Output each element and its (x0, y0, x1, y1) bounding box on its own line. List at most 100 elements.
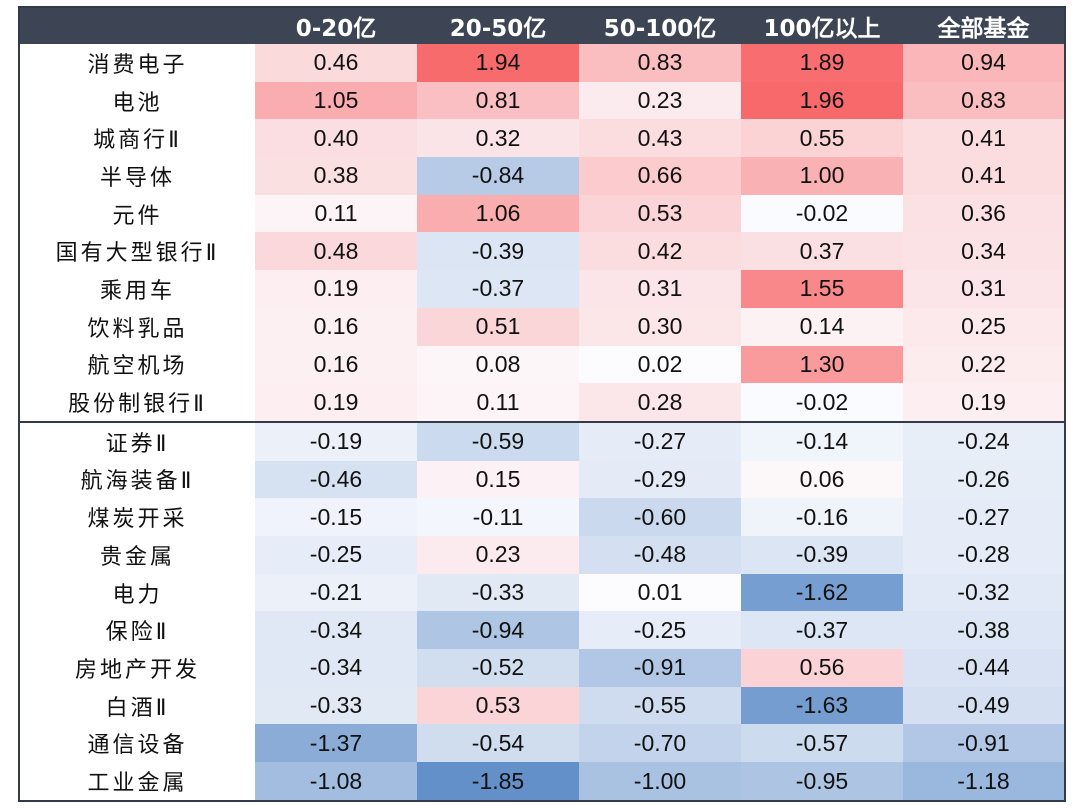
heatmap-cell: 0.34 (903, 232, 1065, 271)
heatmap-cell: -1.37 (255, 724, 417, 763)
row-label: 电池 (19, 81, 255, 120)
heatmap-cell: 0.41 (903, 157, 1065, 195)
heatmap-cell: -1.85 (417, 762, 579, 801)
heatmap-cell: -0.49 (903, 686, 1065, 725)
heatmap-body: 消费电子 0.46 1.94 0.83 1.89 0.94 电池 1.05 0.81 0.23 1.… (19, 44, 1065, 801)
heatmap-cell: -0.28 (903, 535, 1065, 574)
row-label: 航海装备Ⅱ (19, 460, 255, 499)
heatmap-cell: 0.55 (741, 119, 903, 158)
heatmap-cell: -0.91 (903, 724, 1065, 763)
table-row: 通信设备 -1.37 -0.54 -0.70 -0.57 -0.91 (19, 724, 1065, 763)
heatmap-cell: -0.27 (579, 420, 741, 461)
heatmap-cell: -0.19 (255, 420, 417, 461)
table-row: 工业金属 -1.08 -1.85 -1.00 -0.95 -1.18 (19, 762, 1065, 801)
heatmap-cell: 1.00 (741, 157, 903, 195)
row-label: 乘用车 (19, 270, 255, 308)
table-row: 股份制银行Ⅱ 0.19 0.11 0.28 -0.02 0.19 (19, 383, 1065, 422)
row-label: 房地产开发 (19, 649, 255, 687)
heatmap-cell: 0.56 (741, 649, 903, 687)
table-row: 白酒Ⅱ -0.33 0.53 -0.55 -1.63 -0.49 (19, 686, 1065, 725)
heatmap-cell: 0.02 (579, 345, 741, 384)
heatmap-cell: 0.94 (903, 44, 1065, 82)
heatmap-cell: -0.32 (903, 573, 1065, 612)
column-header: 50-100亿 (579, 7, 741, 44)
heatmap-cell: 0.19 (255, 270, 417, 308)
table-row: 航海装备Ⅱ -0.46 0.15 -0.29 0.06 -0.26 (19, 460, 1065, 499)
heatmap-cell: -0.91 (579, 649, 741, 687)
heatmap-cell: 0.01 (579, 573, 741, 612)
header-row: 0-20亿 20-50亿 50-100亿 100亿以上 全部基金 (19, 7, 1065, 44)
heatmap-cell: 0.06 (741, 460, 903, 499)
heatmap-cell: 0.25 (903, 307, 1065, 346)
table-row: 乘用车 0.19 -0.37 0.31 1.55 0.31 (19, 270, 1065, 308)
heatmap-cell: -0.48 (579, 535, 741, 574)
row-label: 工业金属 (19, 762, 255, 801)
heatmap-cell: 0.15 (417, 460, 579, 499)
heatmap-cell: -0.37 (417, 270, 579, 308)
row-label: 电力 (19, 573, 255, 612)
heatmap-cell: -0.02 (741, 194, 903, 233)
table-row: 房地产开发 -0.34 -0.52 -0.91 0.56 -0.44 (19, 649, 1065, 687)
table-row: 航空机场 0.16 0.08 0.02 1.30 0.22 (19, 345, 1065, 384)
table-row: 消费电子 0.46 1.94 0.83 1.89 0.94 (19, 44, 1065, 82)
heatmap-cell: 0.19 (903, 383, 1065, 422)
heatmap-cell: 0.11 (417, 383, 579, 422)
table-row: 贵金属 -0.25 0.23 -0.48 -0.39 -0.28 (19, 535, 1065, 574)
heatmap-cell: 0.53 (417, 686, 579, 725)
heatmap-cell: -0.54 (417, 724, 579, 763)
row-label: 半导体 (19, 157, 255, 195)
heatmap-cell: 0.08 (417, 345, 579, 384)
heatmap-cell: 0.53 (579, 194, 741, 233)
heatmap-cell: -0.95 (741, 762, 903, 801)
heatmap-cell: -0.44 (903, 649, 1065, 687)
heatmap-cell: -1.00 (579, 762, 741, 801)
heatmap-cell: 0.16 (255, 345, 417, 384)
heatmap-cell: 1.06 (417, 194, 579, 233)
heatmap-cell: 1.96 (741, 81, 903, 120)
heatmap-cell: 0.32 (417, 119, 579, 158)
heatmap-cell: 1.30 (741, 345, 903, 384)
column-header: 0-20亿 (255, 7, 417, 44)
heatmap-cell: 1.55 (741, 270, 903, 308)
table-row: 电池 1.05 0.81 0.23 1.96 0.83 (19, 81, 1065, 120)
heatmap-cell: 0.28 (579, 383, 741, 422)
table-row: 保险Ⅱ -0.34 -0.94 -0.25 -0.37 -0.38 (19, 611, 1065, 650)
heatmap-cell: 0.51 (417, 307, 579, 346)
heatmap-cell: 0.23 (579, 81, 741, 120)
table-row: 煤炭开采 -0.15 -0.11 -0.60 -0.16 -0.27 (19, 498, 1065, 536)
heatmap-cell: 0.16 (255, 307, 417, 346)
heatmap-cell: -0.26 (903, 460, 1065, 499)
heatmap-cell: 0.22 (903, 345, 1065, 384)
table-row: 元件 0.11 1.06 0.53 -0.02 0.36 (19, 194, 1065, 233)
heatmap-cell: 0.42 (579, 232, 741, 271)
heatmap-cell: 0.19 (255, 383, 417, 422)
table-row: 电力 -0.21 -0.33 0.01 -1.62 -0.32 (19, 573, 1065, 612)
heatmap-cell: -0.46 (255, 460, 417, 499)
table-row: 饮料乳品 0.16 0.51 0.30 0.14 0.25 (19, 307, 1065, 346)
heatmap-cell: -0.16 (741, 498, 903, 536)
heatmap-cell: 0.83 (579, 44, 741, 82)
row-label: 煤炭开采 (19, 498, 255, 536)
heatmap-cell: -0.34 (255, 649, 417, 687)
heatmap-cell: -0.34 (255, 611, 417, 650)
heatmap-cell: -0.39 (417, 232, 579, 271)
row-label: 证券Ⅱ (19, 420, 255, 461)
heatmap-cell: -0.57 (741, 724, 903, 763)
heatmap-cell: -0.25 (579, 611, 741, 650)
heatmap-cell: 0.30 (579, 307, 741, 346)
heatmap-cell: -0.38 (903, 611, 1065, 650)
table-row: 城商行Ⅱ 0.40 0.32 0.43 0.55 0.41 (19, 119, 1065, 158)
heatmap-cell: 0.83 (903, 81, 1065, 120)
heatmap-cell: 0.66 (579, 157, 741, 195)
heatmap-cell: 0.14 (741, 307, 903, 346)
heatmap-cell: -0.55 (579, 686, 741, 725)
heatmap-cell: 1.89 (741, 44, 903, 82)
heatmap-cell: 1.05 (255, 81, 417, 120)
heatmap-cell: 0.81 (417, 81, 579, 120)
heatmap-cell: -0.25 (255, 535, 417, 574)
heatmap-cell: 0.31 (903, 270, 1065, 308)
heatmap-cell: -1.08 (255, 762, 417, 801)
heatmap-cell: -0.24 (903, 420, 1065, 461)
row-label: 元件 (19, 194, 255, 233)
column-header: 20-50亿 (417, 7, 579, 44)
